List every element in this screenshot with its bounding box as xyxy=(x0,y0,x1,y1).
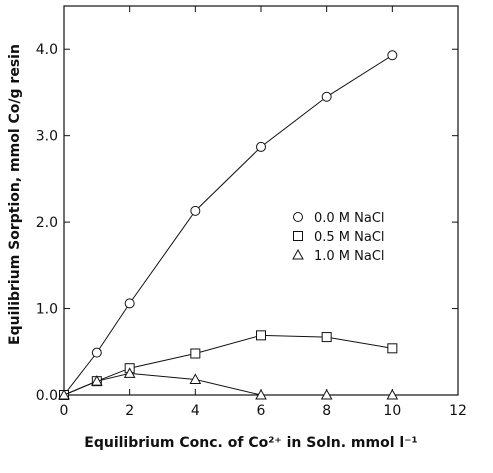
data-point xyxy=(256,141,266,152)
data-point xyxy=(190,348,201,359)
x-tick-label: 4 xyxy=(191,403,200,419)
legend-marker xyxy=(293,212,303,222)
y-axis-title: Equilibrium Sorption, mmol Co/g resin xyxy=(7,44,23,345)
series-2 xyxy=(59,330,398,400)
x-tick-label: 12 xyxy=(449,403,467,419)
series-line xyxy=(63,334,393,396)
data-point xyxy=(255,388,267,400)
y-tick-label: 1.0 xyxy=(36,302,58,318)
legend-label: 1.0 M NaCl xyxy=(314,249,385,264)
x-tick-label: 6 xyxy=(257,403,266,419)
series-line xyxy=(63,372,393,396)
data-point xyxy=(123,367,136,378)
data-point xyxy=(321,332,332,343)
y-tick-label: 3.0 xyxy=(36,129,58,145)
series-1 xyxy=(59,50,398,400)
data-point xyxy=(90,375,103,386)
data-point xyxy=(320,388,333,400)
series-layer xyxy=(58,50,399,400)
x-tick-label: 0 xyxy=(60,403,69,419)
legend-marker xyxy=(293,231,303,241)
data-point xyxy=(386,388,399,400)
y-tick-label: 2.0 xyxy=(36,215,58,231)
data-point xyxy=(91,347,102,358)
data-point xyxy=(58,388,70,400)
x-tick-label: 8 xyxy=(322,403,331,419)
x-tick-label: 2 xyxy=(125,403,134,419)
data-point xyxy=(387,50,398,61)
legend-marker xyxy=(292,248,304,260)
data-point xyxy=(256,330,266,341)
series-3 xyxy=(58,367,399,400)
x-axis-title: Equilibrium Conc. of Co²⁺ in Soln. mmol … xyxy=(84,435,417,451)
y-tick-label: 4.0 xyxy=(36,42,58,58)
data-point xyxy=(387,343,398,354)
legend: 0.0 M NaCl 0.5 M NaCl 1.0 M NaCl xyxy=(292,211,385,264)
x-tick-label: 10 xyxy=(383,403,401,419)
data-point xyxy=(189,373,202,384)
legend-label: 0.5 M NaCl xyxy=(314,230,385,245)
y-tick-label: 0.0 xyxy=(36,388,58,404)
axis-ticks xyxy=(63,6,459,396)
legend-label: 0.0 M NaCl xyxy=(314,211,385,226)
axis-tick-labels: 0 2 4 6 8 10 12 0.0 1.0 2.0 3.0 4.0 xyxy=(36,42,467,419)
data-point xyxy=(190,205,201,216)
data-point xyxy=(124,298,135,309)
data-point xyxy=(321,91,332,102)
